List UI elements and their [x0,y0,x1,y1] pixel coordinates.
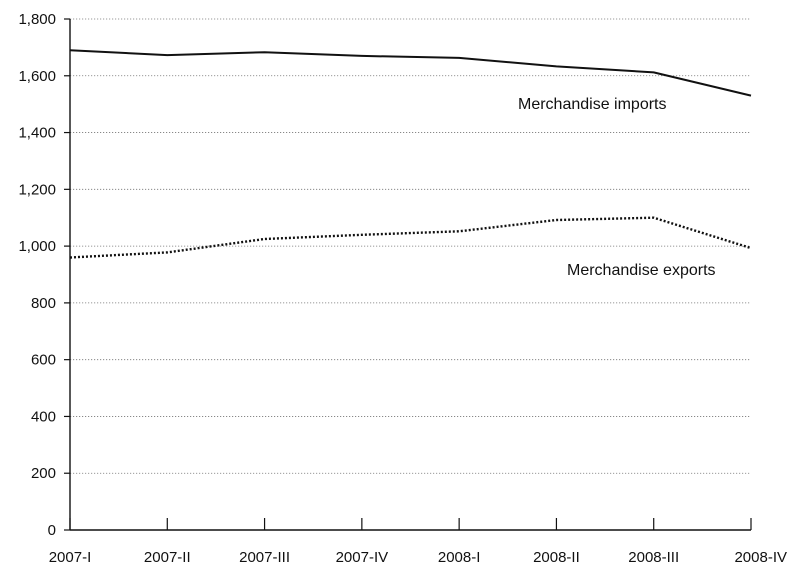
x-tick-label: 2007-III [239,549,290,566]
x-tick-label: 2008-IV [734,549,787,566]
y-tick-label: 1,600 [18,68,56,85]
y-tick-label: 600 [31,352,56,369]
axes [69,19,751,531]
series-label-imports: Merchandise imports [518,96,667,113]
series-line-exports [69,216,752,259]
y-tick-label: 800 [31,295,56,312]
y-axis-ticks: 0 200 400 600 800 1,000 1,200 1,400 1,600 1,800 [18,11,70,539]
series-line-imports [69,49,752,97]
x-axis-ticks: 2007-I 2007-II 2007-III 2007-IV 2008-I 2008-I… [49,518,787,566]
x-tick-label: 2008-II [533,549,580,566]
x-tick-label: 2007-II [144,549,191,566]
series-lines [69,49,752,259]
gridlines [70,18,751,474]
x-tick-label: 2007-IV [336,549,389,566]
x-tick-label: 2008-I [438,549,481,566]
y-tick-label: 1,200 [18,181,56,198]
y-tick-label: 200 [31,465,56,482]
y-tick-label: 1,000 [18,238,56,255]
y-tick-label: 1,800 [18,11,56,28]
series-label-exports: Merchandise exports [567,262,716,279]
x-tick-label: 2007-I [49,549,92,566]
x-tick-label: 2008-III [628,549,679,566]
y-tick-label: 0 [48,522,56,539]
y-tick-label: 1,400 [18,125,56,142]
y-tick-label: 400 [31,408,56,425]
series-labels: Merchandise imports Merchandise exports [518,96,716,279]
